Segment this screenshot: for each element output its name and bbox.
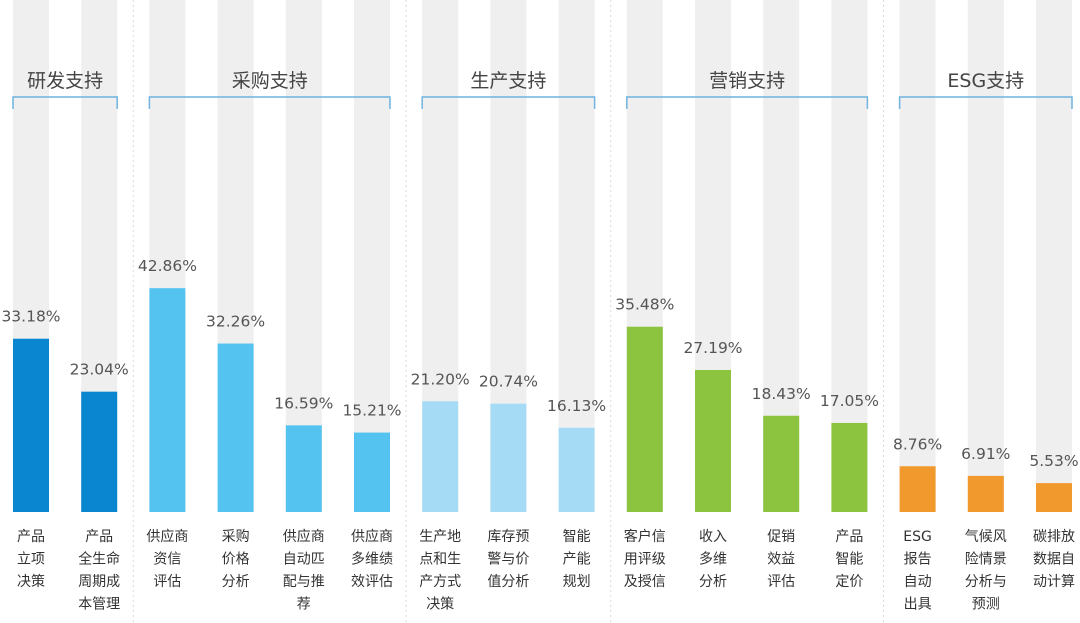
bar	[1036, 483, 1072, 512]
category-label: 供应商自动匹配与推荐	[283, 528, 325, 613]
category-label: 库存预警与价值分析	[487, 529, 529, 590]
value-label: 8.76%	[893, 435, 942, 453]
bar	[763, 415, 800, 512]
bar	[285, 425, 322, 512]
category-label: 收入多维分析	[699, 529, 727, 590]
value-label: 18.43%	[752, 385, 811, 403]
category-label: 产品智能定价	[835, 529, 863, 590]
bar	[831, 422, 868, 512]
group-title: 营销支持	[709, 70, 785, 92]
category-label: 采购价格分析	[222, 529, 250, 590]
value-label: 42.86%	[138, 257, 197, 275]
value-label: 15.21%	[342, 402, 401, 420]
bar-track	[899, 0, 936, 512]
value-label: 23.04%	[70, 361, 129, 379]
group-title: 采购支持	[232, 70, 308, 92]
category-label: 生产地点和生产方式决策	[419, 529, 461, 613]
category-label: 智能产能规划	[563, 529, 591, 590]
value-label: 35.48%	[615, 296, 674, 314]
value-label: 17.05%	[820, 392, 879, 410]
bar	[354, 432, 390, 512]
bar	[217, 343, 254, 512]
bar	[422, 401, 459, 512]
value-label: 33.18%	[1, 308, 60, 326]
bar	[149, 288, 186, 512]
category-label: 供应商资信评估	[146, 528, 188, 590]
group-bracket	[626, 96, 869, 109]
value-label: 21.20%	[411, 370, 470, 388]
group-bracket	[12, 96, 118, 109]
value-label: 5.53%	[1029, 452, 1078, 470]
bar-track	[967, 0, 1004, 512]
bar	[81, 391, 118, 512]
category-label: 客户信用评级及授信	[624, 528, 666, 590]
value-label: 20.74%	[479, 373, 538, 391]
value-label: 16.59%	[274, 394, 333, 412]
group-bracket	[148, 96, 391, 109]
value-label: 32.26%	[206, 313, 265, 331]
category-label: 供应商多维绩效评估	[351, 528, 393, 590]
category-label: 产品立项决策	[17, 529, 45, 590]
value-label: 6.91%	[961, 445, 1010, 463]
bar	[695, 370, 731, 512]
value-label: 27.19%	[683, 339, 742, 357]
bar	[967, 475, 1004, 512]
group-title: 研发支持	[27, 70, 103, 92]
group-title: ESG支持	[947, 70, 1024, 92]
bar-track	[558, 0, 595, 512]
bar	[626, 326, 663, 512]
category-label: 气候风险情景分析与预测	[965, 529, 1007, 613]
bar	[899, 466, 936, 512]
group-bracket	[421, 96, 596, 109]
bar	[558, 427, 595, 512]
category-label: 产品全生命周期成本管理	[78, 529, 120, 613]
category-label: ESG 报告自动出具	[903, 529, 932, 613]
bar-track	[1036, 0, 1072, 512]
value-label: 16.13%	[547, 397, 606, 415]
bar	[13, 338, 49, 512]
group-title: 生产支持	[470, 70, 546, 92]
category-label: 促销效益评估	[767, 529, 795, 590]
bar-track	[354, 0, 390, 512]
category-label: 碳排放数据自动计算	[1033, 529, 1075, 590]
group-bracket	[898, 96, 1073, 109]
bar	[490, 403, 527, 512]
